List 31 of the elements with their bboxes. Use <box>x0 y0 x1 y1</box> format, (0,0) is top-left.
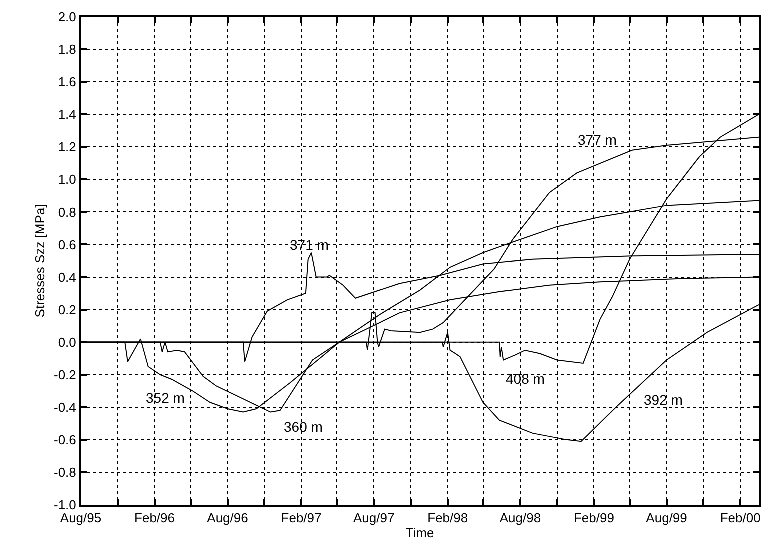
x-tick-label: Aug/95 <box>60 510 102 526</box>
y-tick-label: 1.4 <box>58 107 76 122</box>
y-tick-label: 1.2 <box>58 140 76 155</box>
y-tick-label: 0.4 <box>58 270 76 285</box>
x-tick-label: Aug/96 <box>207 510 248 526</box>
x-tick-label: Aug/99 <box>646 510 688 526</box>
y-tick-label: -0.4 <box>54 400 76 415</box>
annotation: 360 m <box>284 419 323 435</box>
x-tick-label: Aug/98 <box>500 510 542 526</box>
y-tick-label: 0.8 <box>58 204 76 220</box>
y-tick-label: 0.6 <box>58 237 76 252</box>
x-tick-label: Feb/99 <box>574 510 614 526</box>
y-tick-label: 0.2 <box>58 302 76 318</box>
annotation: 377 m <box>578 132 617 148</box>
y-tick-label: -0.2 <box>54 367 76 382</box>
y-tick-label: 2.0 <box>58 10 76 25</box>
y-tick-label: -0.8 <box>54 465 76 480</box>
y-axis-title: Stresses Szz [MPa] <box>32 204 48 318</box>
x-tick-label: Feb/00 <box>720 510 761 526</box>
y-tick-label: -0.6 <box>54 432 76 448</box>
x-tick-label: Feb/97 <box>281 510 322 526</box>
y-tick-label: 1.8 <box>58 42 76 58</box>
x-tick-label: Feb/98 <box>428 510 468 526</box>
y-tick-label: 1.0 <box>58 172 76 188</box>
x-axis-title: Time <box>406 526 434 541</box>
x-tick-label: Aug/97 <box>353 510 395 526</box>
y-tick-label: -1.0 <box>54 498 76 513</box>
annotation: 392 m <box>644 392 683 408</box>
y-tick-label: 0.0 <box>58 334 76 350</box>
y-tick-label: 1.6 <box>58 74 76 90</box>
x-tick-label: Feb/96 <box>134 510 176 526</box>
